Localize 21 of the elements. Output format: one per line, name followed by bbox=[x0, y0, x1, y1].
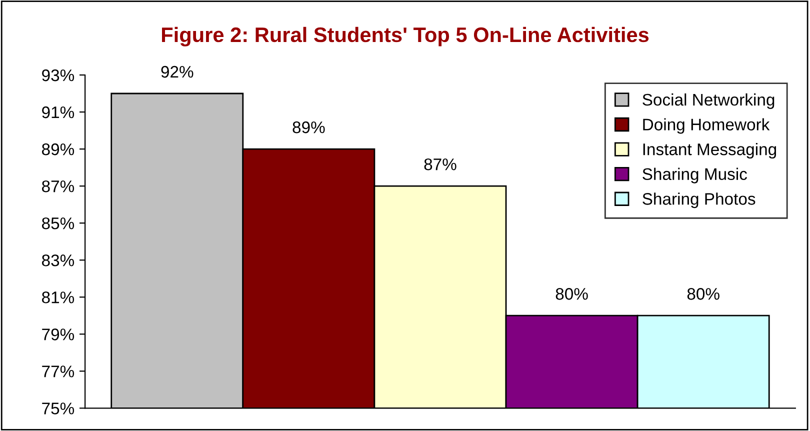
y-tick-label: 81% bbox=[42, 292, 74, 304]
legend-label: Sharing Photos bbox=[642, 192, 756, 208]
y-tick-label: 85% bbox=[42, 217, 74, 230]
y-tick-label: 91% bbox=[42, 106, 74, 118]
chart-title: Figure 2: Rural Students' Top 5 On-Line Activities bbox=[162, 26, 649, 46]
legend-label: Instant Messaging bbox=[643, 143, 776, 159]
data-label: 92% bbox=[161, 66, 194, 78]
y-tick-label: 93% bbox=[42, 69, 74, 82]
data-label: 80% bbox=[556, 288, 588, 300]
data-label: 89% bbox=[292, 121, 325, 134]
y-tick-label: 79% bbox=[42, 328, 74, 340]
y-tick-label: 77% bbox=[42, 366, 74, 378]
y-tick-label: 83% bbox=[42, 254, 74, 266]
y-tick-label: 87% bbox=[42, 180, 74, 192]
legend-label: Doing Homework bbox=[643, 118, 770, 134]
y-tick-label: 89% bbox=[42, 143, 74, 156]
legend-label: Sharing Music bbox=[642, 168, 747, 184]
legend-label: Social Networking bbox=[642, 93, 774, 109]
y-tick-label: 75% bbox=[42, 402, 74, 414]
data-label: 80% bbox=[687, 288, 720, 300]
data-label: 87% bbox=[424, 158, 456, 170]
